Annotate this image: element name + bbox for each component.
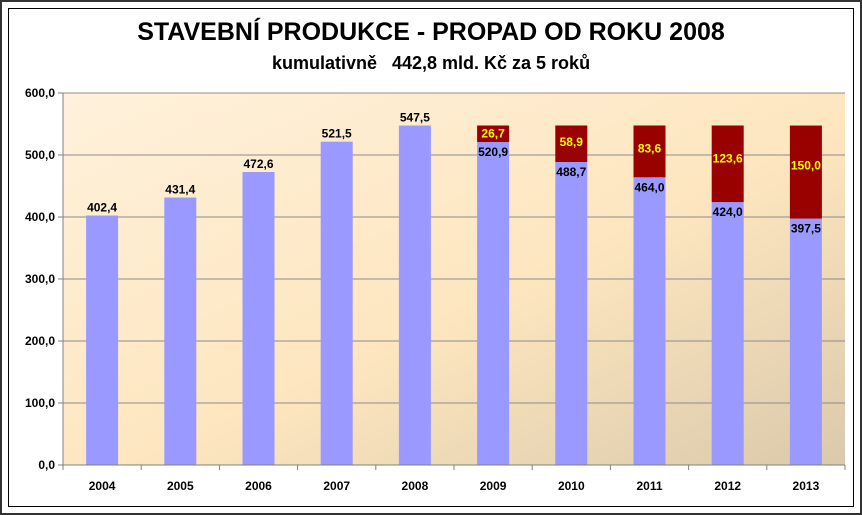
x-tick-label: 2007 <box>323 479 350 493</box>
x-tick-label: 2006 <box>245 479 272 493</box>
data-label-decline: 26,7 <box>481 126 505 140</box>
data-label-decline: 58,9 <box>560 135 584 149</box>
data-label-production: 472,6 <box>243 157 273 171</box>
bar-production-2010 <box>555 162 588 466</box>
x-tick-label: 2005 <box>167 479 194 493</box>
bar-decline-2011 <box>633 125 666 178</box>
bar-production-2012 <box>711 202 744 465</box>
x-tick-label: 2010 <box>558 479 585 493</box>
bar-production-2009 <box>477 142 510 466</box>
bar-decline-2012 <box>711 125 744 203</box>
bar-decline-2013 <box>789 125 822 219</box>
x-tick-label: 2011 <box>636 479 662 493</box>
y-tick-label: 300,0 <box>25 272 55 286</box>
bars <box>86 125 822 466</box>
bar-production-2006 <box>242 171 275 465</box>
x-tick-label: 2012 <box>714 479 741 493</box>
chart-title: STAVEBNÍ PRODUKCE - PROPAD OD ROKU 2008 <box>137 18 725 46</box>
x-tick-label: 2004 <box>89 479 116 493</box>
bar-production-2007 <box>320 141 353 466</box>
bar-production-2008 <box>398 125 431 466</box>
x-axis-tick-labels: 2004 2005 2006 2007 2008 2009 2010 2011 2012 2013 <box>62 465 846 493</box>
bar-production-2005 <box>164 197 197 466</box>
bar-production-2004 <box>86 215 119 465</box>
bar-decline-2010 <box>555 125 588 163</box>
x-tick-label: 2009 <box>480 479 507 493</box>
data-label-production: 424,0 <box>713 205 743 219</box>
data-label-decline: 123,6 <box>713 152 743 166</box>
y-tick-label: 0,0 <box>38 458 55 472</box>
chart-subtitle: kumulativně 442,8 mld. Kč za 5 roků <box>271 53 591 73</box>
bar-production-2011 <box>633 177 666 465</box>
y-axis-tick-labels: 0,0 100,0 200,0 300,0 400,0 500,0 600,0 <box>25 86 63 472</box>
data-label-production: 402,4 <box>87 201 117 215</box>
data-label-production: 464,0 <box>634 180 664 194</box>
data-label-production: 397,5 <box>791 222 821 236</box>
data-label-production: 547,5 <box>400 111 430 125</box>
data-label-production: 488,7 <box>556 165 586 179</box>
data-label-decline: 83,6 <box>638 141 662 155</box>
y-tick-label: 400,0 <box>25 210 55 224</box>
y-tick-label: 200,0 <box>25 334 55 348</box>
data-label-production: 521,5 <box>322 127 352 141</box>
value-labels: 402,4 431,4 472,6 521,5 547,5 26,7 520,9 58,9 48… <box>87 111 821 236</box>
data-label-decline: 150,0 <box>791 159 821 173</box>
y-tick-label: 500,0 <box>25 148 55 162</box>
y-tick-label: 100,0 <box>25 396 55 410</box>
bar-production-2013 <box>789 218 822 465</box>
bar-decline-2009 <box>477 125 510 143</box>
data-label-production: 431,4 <box>165 183 195 197</box>
data-label-production: 520,9 <box>478 145 508 159</box>
x-tick-label: 2013 <box>793 479 820 493</box>
y-tick-label: 600,0 <box>25 86 55 100</box>
x-tick-label: 2008 <box>402 479 429 493</box>
